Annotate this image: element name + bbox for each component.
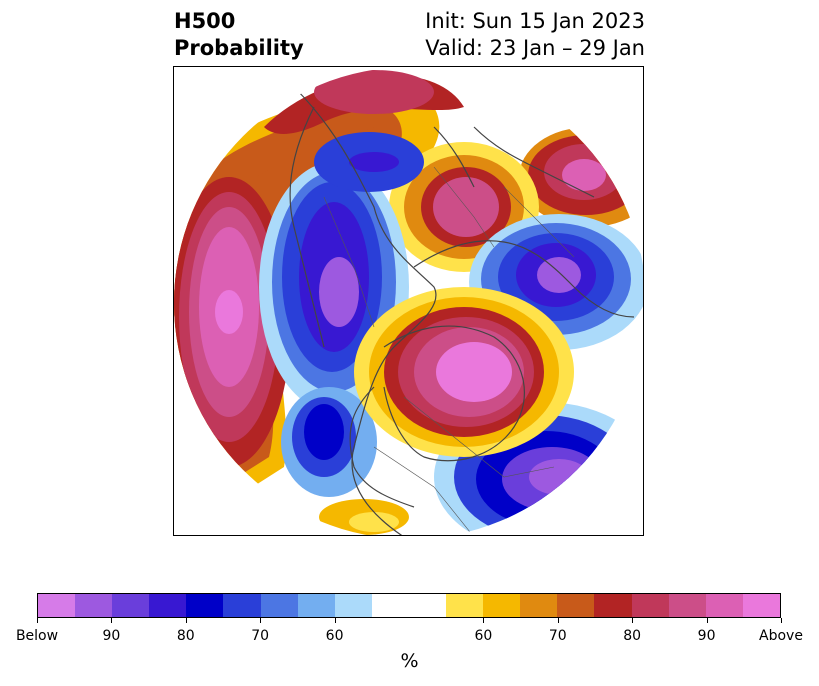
colorbar-swatch (742, 594, 780, 617)
colorbar (37, 593, 781, 618)
colorbar-swatch (705, 594, 743, 617)
init-date: Init: Sun 15 Jan 2023 (425, 9, 645, 33)
colorbar-swatch (520, 594, 558, 617)
colorbar-swatch (334, 594, 372, 617)
colorbar-tick-label: Below (15, 628, 59, 644)
valid-range: Valid: 23 Jan – 29 Jan (425, 36, 645, 60)
colorbar-tick-label: 90 (697, 628, 716, 644)
map-disk (174, 67, 643, 535)
title-right: Init: Sun 15 Jan 2023 Valid: 23 Jan – 29… (425, 8, 645, 62)
colorbar-swatch (75, 594, 113, 617)
colorbar-tick-label: 70 (548, 628, 567, 644)
colorbar-swatch (149, 594, 187, 617)
colorbar-tick-mark (260, 618, 262, 623)
title-subtitle: Probability (174, 36, 304, 60)
colorbar-swatch (260, 594, 298, 617)
colorbar-swatch (297, 594, 335, 617)
colorbar-tick-mark (185, 618, 187, 623)
colorbar-tick-mark (706, 618, 708, 623)
colorbar-tick-mark (483, 618, 485, 623)
borders (323, 166, 575, 535)
colorbar-tick-label: 90 (102, 628, 121, 644)
coastlines (289, 86, 635, 535)
colorbar-swatch (594, 594, 632, 617)
colorbar-tick-label: 70 (251, 628, 270, 644)
probability-map (174, 67, 643, 535)
colorbar-swatch (483, 594, 521, 617)
colorbar-tick-label: 80 (176, 628, 195, 644)
colorbar-swatch (668, 594, 706, 617)
colorbar-tick-label: 60 (474, 628, 493, 644)
colorbar-tick-label: 80 (623, 628, 642, 644)
colorbar-tick-mark (111, 618, 113, 623)
colorbar-swatch (186, 594, 224, 617)
colorbar-tick-mark (334, 618, 336, 623)
map-frame (173, 66, 644, 536)
colorbar-tick-mark (557, 618, 559, 623)
colorbar-label: % (400, 650, 419, 672)
colorbar-swatch (112, 594, 150, 617)
colorbar-tick-label: Above (759, 628, 803, 644)
colorbar-swatch (408, 594, 447, 617)
colorbar-swatch (38, 594, 76, 617)
title-left: H500 Probability (174, 8, 304, 62)
colorbar-swatch (557, 594, 595, 617)
colorbar-tick-mark (632, 618, 634, 623)
colorbar-tick-label: 60 (325, 628, 344, 644)
colorbar-tick-mark (781, 618, 782, 623)
colorbar-swatch (631, 594, 669, 617)
colorbar-swatch (371, 594, 409, 617)
colorbar-swatch (446, 594, 484, 617)
colorbar-tick-mark (37, 618, 38, 623)
title-variable: H500 (174, 9, 236, 33)
colorbar-swatch (223, 594, 261, 617)
